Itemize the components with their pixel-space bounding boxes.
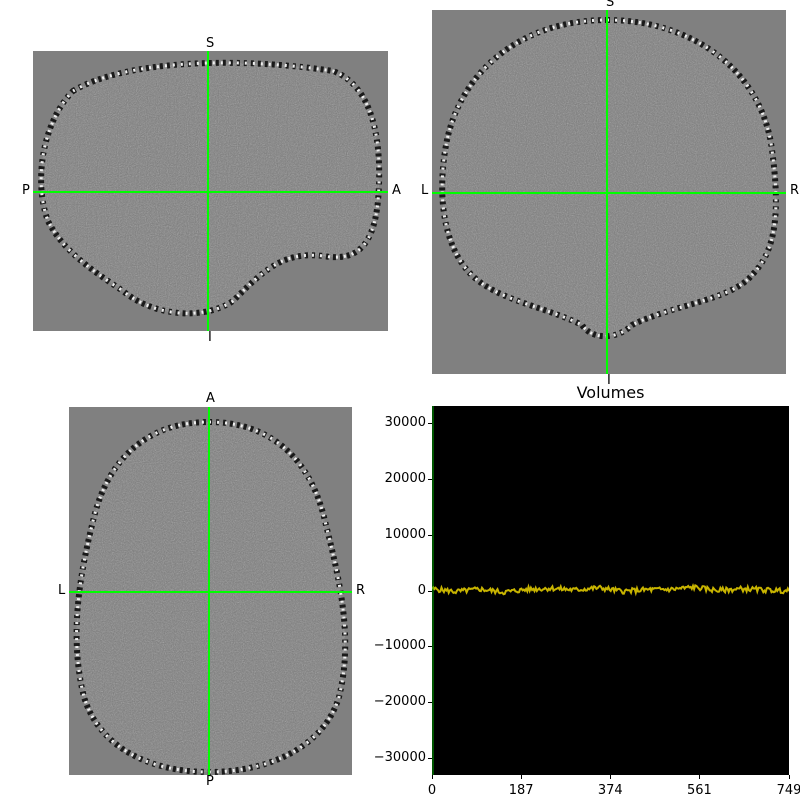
- coronal-crosshair-horizontal: [432, 192, 786, 194]
- volume-trace-line: [432, 583, 789, 597]
- y-tick-label: 20000: [384, 470, 426, 486]
- y-tick-mark: [428, 646, 432, 648]
- y-tick-label: −30000: [373, 750, 426, 766]
- plot-title: Volumes: [576, 383, 645, 402]
- sagittal-label-right: A: [392, 183, 401, 198]
- y-tick-mark: [428, 758, 432, 760]
- axial-view[interactable]: [69, 407, 352, 775]
- y-tick-mark: [428, 478, 432, 480]
- sagittal-label-bottom: I: [208, 330, 212, 345]
- coronal-brain-slice: [439, 16, 779, 340]
- sagittal-view[interactable]: [33, 51, 388, 331]
- y-tick-mark: [428, 702, 432, 704]
- x-tick-mark: [610, 775, 612, 779]
- x-tick-label: 0: [427, 783, 437, 798]
- coronal-label-top: S: [606, 0, 615, 10]
- y-tick-mark: [428, 534, 432, 536]
- coronal-view[interactable]: [432, 10, 786, 374]
- x-tick-label: 561: [686, 783, 712, 798]
- sagittal-label-top: S: [206, 36, 215, 51]
- y-tick-label: −20000: [373, 694, 426, 710]
- x-tick-label: 187: [508, 783, 534, 798]
- x-tick-label: 374: [597, 783, 623, 798]
- volumes-plot[interactable]: [432, 406, 789, 775]
- sagittal-label-left: P: [22, 183, 30, 198]
- sagittal-crosshair-horizontal: [33, 191, 388, 193]
- axial-label-top: A: [206, 391, 215, 406]
- y-tick-label: 10000: [384, 526, 426, 542]
- y-tick-mark: [428, 422, 432, 424]
- coronal-label-right: R: [790, 183, 800, 198]
- x-tick-mark: [432, 775, 433, 779]
- x-tick-mark: [699, 775, 701, 779]
- coronal-crosshair-vertical: [606, 10, 608, 374]
- x-tick-mark: [521, 775, 523, 779]
- sagittal-brain-slice: [38, 59, 383, 317]
- axial-brain-slice: [73, 418, 349, 775]
- axial-crosshair-horizontal: [69, 591, 352, 593]
- coronal-label-left: L: [421, 183, 429, 198]
- y-tick-label: 30000: [384, 414, 426, 430]
- y-tick-label: 0: [417, 582, 426, 598]
- coronal-label-bottom: I: [607, 373, 611, 388]
- axial-label-right: R: [356, 583, 366, 598]
- x-tick-mark: [789, 775, 790, 779]
- y-tick-mark: [428, 590, 432, 592]
- x-tick-label: 749: [776, 783, 800, 798]
- axial-crosshair-vertical: [208, 407, 210, 775]
- sagittal-crosshair-vertical: [207, 51, 209, 331]
- axial-label-left: L: [58, 583, 66, 598]
- axial-label-bottom: P: [206, 774, 214, 789]
- y-tick-label: −10000: [373, 638, 426, 654]
